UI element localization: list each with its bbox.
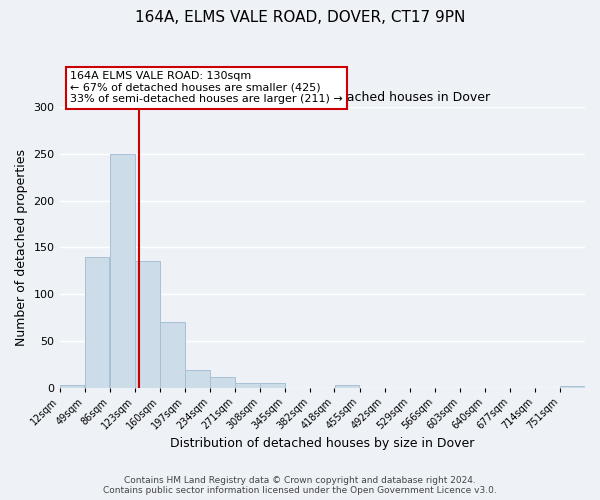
Bar	[185, 370, 209, 388]
Bar	[335, 384, 359, 388]
Title: Size of property relative to detached houses in Dover: Size of property relative to detached ho…	[155, 92, 490, 104]
Bar	[60, 384, 85, 388]
Text: 164A, ELMS VALE ROAD, DOVER, CT17 9PN: 164A, ELMS VALE ROAD, DOVER, CT17 9PN	[135, 10, 465, 25]
Y-axis label: Number of detached properties: Number of detached properties	[15, 149, 28, 346]
Bar	[110, 154, 134, 388]
Bar	[260, 383, 285, 388]
Bar	[235, 383, 260, 388]
Bar	[160, 322, 185, 388]
Text: 164A ELMS VALE ROAD: 130sqm
← 67% of detached houses are smaller (425)
33% of se: 164A ELMS VALE ROAD: 130sqm ← 67% of det…	[70, 71, 343, 104]
Bar	[210, 377, 235, 388]
Bar	[135, 262, 160, 388]
Text: Contains HM Land Registry data © Crown copyright and database right 2024.
Contai: Contains HM Land Registry data © Crown c…	[103, 476, 497, 495]
X-axis label: Distribution of detached houses by size in Dover: Distribution of detached houses by size …	[170, 437, 475, 450]
Bar	[560, 386, 585, 388]
Bar	[85, 256, 109, 388]
